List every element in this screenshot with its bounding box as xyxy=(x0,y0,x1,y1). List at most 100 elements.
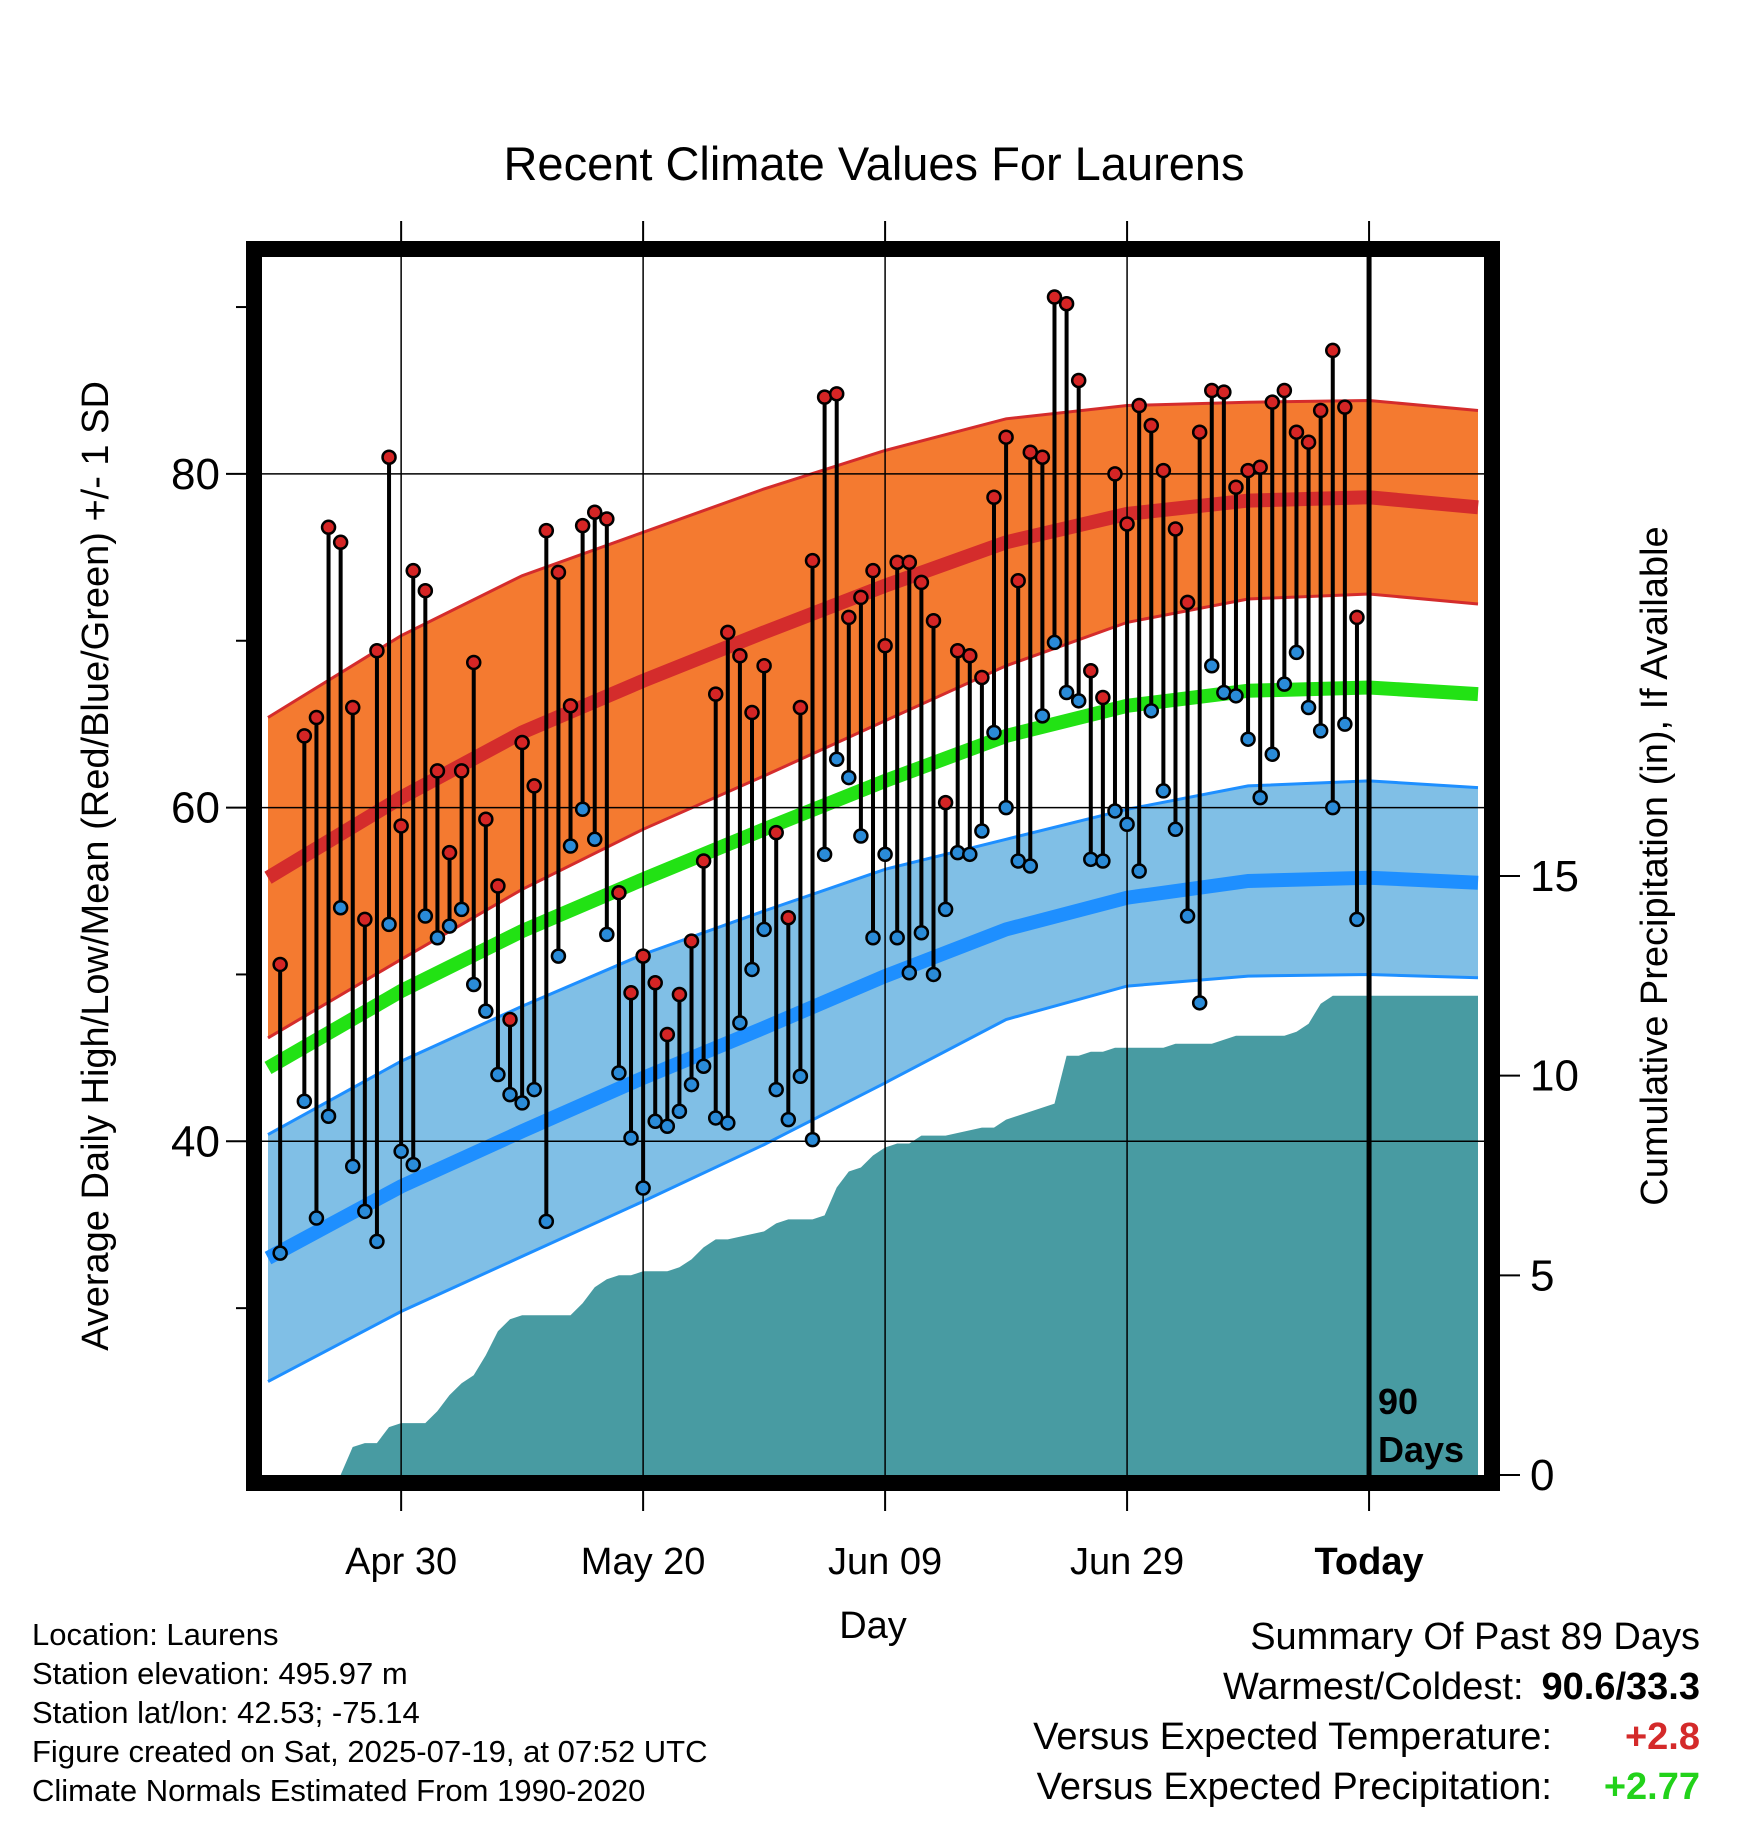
daily-low-point xyxy=(574,801,591,818)
daily-high-point xyxy=(1143,417,1160,434)
daily-low-point xyxy=(1349,911,1365,928)
daily-low-point xyxy=(502,1086,518,1103)
daily-high-point xyxy=(1216,384,1232,400)
daily-low-point xyxy=(804,1131,821,1148)
y2-tick-label: 10 xyxy=(1530,1052,1579,1101)
daily-low-point xyxy=(659,1118,676,1135)
daily-high-point xyxy=(550,564,567,581)
summary-heading: Summary Of Past 89 Days xyxy=(1250,1616,1700,1658)
daily-high-point xyxy=(744,704,760,721)
daily-high-point xyxy=(732,648,748,664)
daily-high-point xyxy=(562,698,579,714)
daily-low-point xyxy=(913,924,930,941)
summary-temp-row: Versus Expected Temperature: +2.8 xyxy=(1033,1712,1700,1762)
daily-low-point xyxy=(599,926,615,943)
elevation-text: Station elevation: 495.97 m xyxy=(32,1656,408,1691)
precip-anomaly-label: Versus Expected Precipitation: xyxy=(1036,1766,1552,1808)
daily-low-point xyxy=(1022,858,1039,874)
x-axis-label: Day xyxy=(839,1605,907,1647)
daily-low-point xyxy=(1167,821,1184,838)
daily-low-point xyxy=(1288,644,1305,661)
daily-low-point xyxy=(974,823,990,839)
grid-lines xyxy=(262,257,1484,1475)
daily-low-point xyxy=(538,1213,555,1230)
daily-high-point xyxy=(1046,289,1063,305)
warm-cold-label: Warmest/Coldest: xyxy=(1222,1666,1524,1708)
chart-title: Recent Climate Values For Laurens xyxy=(503,137,1244,190)
daily-low-point xyxy=(1191,995,1208,1011)
y2-axis-label: Cumulative Precipitation (in), If Availa… xyxy=(1634,526,1676,1205)
cumulative-precip-area xyxy=(280,995,1479,1475)
daily-high-point xyxy=(1191,424,1208,440)
daily-high-point xyxy=(1131,397,1147,414)
daily-high-point xyxy=(974,669,990,686)
daily-low-point xyxy=(272,1245,288,1261)
daily-low-point xyxy=(1325,799,1341,816)
daily-high-point xyxy=(538,522,555,539)
daily-low-point xyxy=(1276,676,1293,692)
daily-low-point xyxy=(1312,723,1329,739)
daily-high-point xyxy=(478,811,494,828)
daily-high-point xyxy=(429,763,446,779)
precip-layer xyxy=(280,995,1479,1475)
normals-text: Climate Normals Estimated From 1990-2020 xyxy=(32,1773,646,1808)
daily-high-point xyxy=(707,686,724,702)
daily-high-point xyxy=(1083,663,1099,679)
daily-high-point xyxy=(1288,424,1305,440)
y2-tick-label: 0 xyxy=(1530,1451,1554,1500)
daily-low-point xyxy=(889,929,905,946)
daily-high-point xyxy=(1107,466,1123,482)
today-marker: 90 Days xyxy=(1366,257,1464,1475)
y-axis-label: Average Daily High/Low/Mean (Red/Blue/Gr… xyxy=(75,381,117,1351)
daily-low-point xyxy=(623,1130,639,1146)
daily-low-point xyxy=(671,1103,688,1120)
daily-high-point xyxy=(986,489,1002,506)
daily-low-point xyxy=(1143,703,1160,719)
daily-low-point xyxy=(925,966,942,983)
daily-high-point xyxy=(671,986,688,1003)
daily-low-point xyxy=(792,1068,809,1084)
daily-low-point xyxy=(320,1108,337,1125)
y2-tick-label: 5 xyxy=(1530,1251,1554,1300)
daily-low-point xyxy=(816,846,833,863)
daily-high-point xyxy=(405,562,421,579)
daily-high-point xyxy=(441,844,458,861)
daily-low-point xyxy=(756,921,772,938)
daily-low-point xyxy=(695,1058,712,1074)
daily-high-point xyxy=(1167,521,1184,537)
daily-high-point xyxy=(453,763,470,779)
daily-high-point xyxy=(1264,394,1281,410)
daily-high-point xyxy=(962,648,978,664)
daily-low-point xyxy=(441,918,458,934)
summary-precip-row: Versus Expected Precipitation: +2.77 xyxy=(1033,1762,1700,1812)
daily-high-point xyxy=(308,709,325,726)
latlon-text: Station lat/lon: 42.53; -75.14 xyxy=(32,1695,420,1730)
daily-high-point xyxy=(526,778,542,794)
normal-low-sd-band xyxy=(268,780,1478,1382)
daily-low-point xyxy=(1300,699,1317,716)
daily-high-point xyxy=(611,884,627,901)
daily-points xyxy=(272,289,1365,1261)
location-text: Location: Laurens xyxy=(32,1617,279,1652)
daily-low-point xyxy=(901,965,918,981)
daily-low-point xyxy=(1131,863,1147,879)
daily-high-point xyxy=(574,517,591,534)
x-tick-label: Today xyxy=(1315,1541,1424,1583)
daily-high-point xyxy=(998,429,1014,445)
daily-high-point xyxy=(1058,295,1075,312)
daily-high-point xyxy=(780,909,797,926)
daily-high-point xyxy=(647,975,663,991)
daily-low-point xyxy=(526,1081,542,1098)
temp-anomaly-value: +2.8 xyxy=(1624,1716,1700,1758)
daily-high-point xyxy=(828,386,845,402)
plot-frame xyxy=(246,241,1500,1491)
daily-low-point xyxy=(417,908,434,924)
daily-low-point xyxy=(1058,684,1075,701)
daily-high-point xyxy=(1228,479,1244,496)
precip-anomaly-value: +2.77 xyxy=(1603,1766,1700,1808)
daily-low-point xyxy=(478,1003,494,1019)
daily-range-sticks xyxy=(278,297,1359,1254)
daily-high-point xyxy=(393,818,409,834)
daily-high-point xyxy=(1070,372,1087,389)
